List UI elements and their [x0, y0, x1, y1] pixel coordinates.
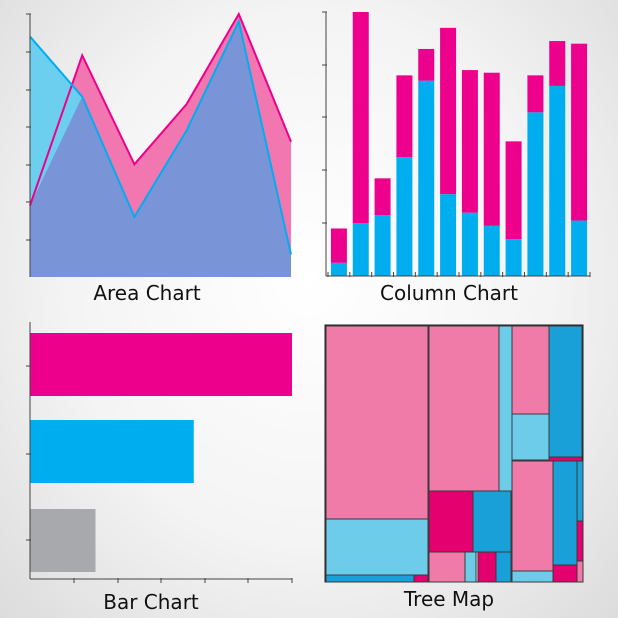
treemap-cell [472, 490, 512, 553]
treemap-cell [428, 325, 500, 492]
bar-2 [30, 420, 194, 483]
treemap-cell [511, 325, 550, 415]
column-bar-blue [330, 262, 347, 276]
column-bar-blue [352, 223, 369, 276]
treemap-cell [495, 551, 512, 583]
treemap-cell [548, 456, 583, 462]
column-bar-pink [505, 141, 522, 240]
column-bar-pink [483, 72, 500, 226]
treemap-cell [413, 574, 429, 583]
treemap-cell [325, 518, 429, 576]
bar-1 [30, 333, 292, 396]
column-bar-pink [396, 75, 413, 158]
column-bar-blue [396, 157, 413, 276]
treemap-cell [477, 551, 497, 583]
treemap-cell [325, 574, 415, 583]
column-bar-blue [418, 80, 435, 276]
column-bar-pink [461, 70, 478, 213]
treemap-cell [548, 325, 583, 458]
bar-chart-title: Bar Chart [103, 590, 199, 614]
treemap-cell [428, 490, 474, 553]
column-bar-pink [571, 43, 588, 221]
column-bar-blue [483, 225, 500, 276]
area-series-2-line [29, 18, 292, 255]
column-bar-blue [571, 220, 588, 276]
column-bar-blue [527, 112, 544, 276]
column-bar-blue [374, 215, 391, 276]
treemap-cell [464, 551, 477, 583]
column-bar-pink [527, 75, 544, 113]
bar-3 [30, 509, 96, 572]
area-chart-title: Area Chart [93, 281, 201, 305]
column-bar-blue [440, 194, 457, 276]
column-bar-pink [549, 41, 566, 86]
column-bar-pink [330, 228, 347, 263]
column-bar-pink [374, 178, 391, 216]
treemap-cell [552, 564, 578, 583]
column-bar-blue [505, 239, 522, 276]
treemap-cell [498, 325, 513, 492]
treemap-cell [511, 413, 550, 461]
column-bar-pink [418, 48, 435, 81]
column-bar-pink [352, 12, 369, 224]
treemap-cell [552, 460, 578, 566]
treemap-cell [576, 560, 584, 583]
area-series-1-line [29, 11, 292, 206]
column-bar-pink [440, 27, 457, 195]
treemap-cell [576, 520, 584, 562]
treemap-cell [325, 325, 429, 520]
area-overlap [30, 21, 291, 278]
treemap-cell [428, 551, 466, 583]
tree-map-title: Tree Map [403, 587, 495, 611]
column-bar-blue [461, 212, 478, 276]
column-chart-title: Column Chart [380, 281, 518, 305]
treemap-cell [511, 570, 554, 583]
treemap-cell [576, 460, 584, 522]
column-bar-blue [549, 85, 566, 276]
treemap-cell [511, 460, 554, 572]
